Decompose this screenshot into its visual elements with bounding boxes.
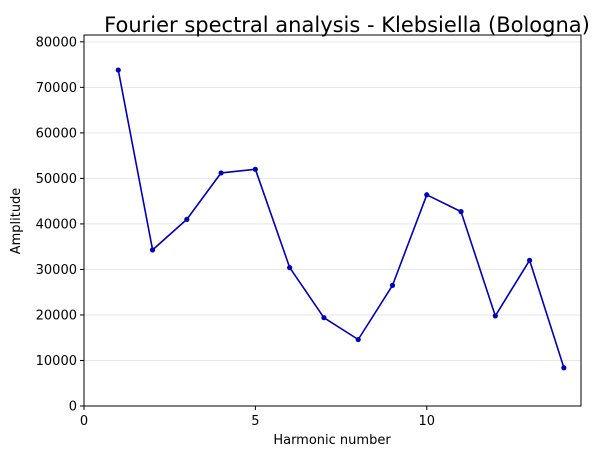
data-point bbox=[492, 313, 498, 319]
y-axis-ticks: 0 10000 20000 30000 40000 50000 60000 70000 8000… bbox=[36, 35, 84, 415]
y-tick-label: 30000 bbox=[36, 263, 77, 278]
x-tick-label: 0 bbox=[80, 414, 88, 429]
y-tick-label: 0 bbox=[69, 400, 77, 415]
y-tick-label: 80000 bbox=[36, 35, 77, 50]
data-point bbox=[287, 265, 293, 271]
data-point bbox=[424, 192, 430, 198]
data-point bbox=[149, 247, 156, 253]
x-tick-label: 5 bbox=[251, 414, 259, 429]
series-line bbox=[117, 69, 565, 369]
data-point bbox=[355, 336, 361, 343]
y-tick-label: 70000 bbox=[36, 81, 77, 96]
plot-area-frame bbox=[83, 34, 582, 407]
y-axis-label: Amplitude bbox=[9, 188, 24, 255]
data-point bbox=[115, 67, 121, 73]
y-tick-label: 50000 bbox=[36, 172, 77, 187]
data-point bbox=[218, 170, 224, 176]
x-tick-label: 10 bbox=[418, 414, 435, 429]
series-layer bbox=[115, 67, 567, 371]
y-tick-label: 10000 bbox=[36, 354, 77, 369]
x-axis-label: Harmonic number bbox=[273, 433, 391, 448]
y-tick-label: 20000 bbox=[36, 308, 77, 323]
data-point bbox=[526, 257, 533, 263]
data-point bbox=[389, 282, 396, 288]
data-point bbox=[252, 166, 258, 172]
data-point bbox=[184, 216, 190, 222]
data-point bbox=[321, 315, 327, 321]
data-point bbox=[458, 209, 464, 215]
chart-title: Fourier spectral analysis - Klebsiella (… bbox=[104, 13, 590, 37]
x-axis-ticks: 0 5 10 bbox=[80, 406, 435, 429]
y-tick-label: 40000 bbox=[36, 217, 77, 232]
data-point bbox=[561, 365, 567, 371]
grid-lines bbox=[84, 41, 581, 361]
y-tick-label: 60000 bbox=[36, 126, 77, 141]
